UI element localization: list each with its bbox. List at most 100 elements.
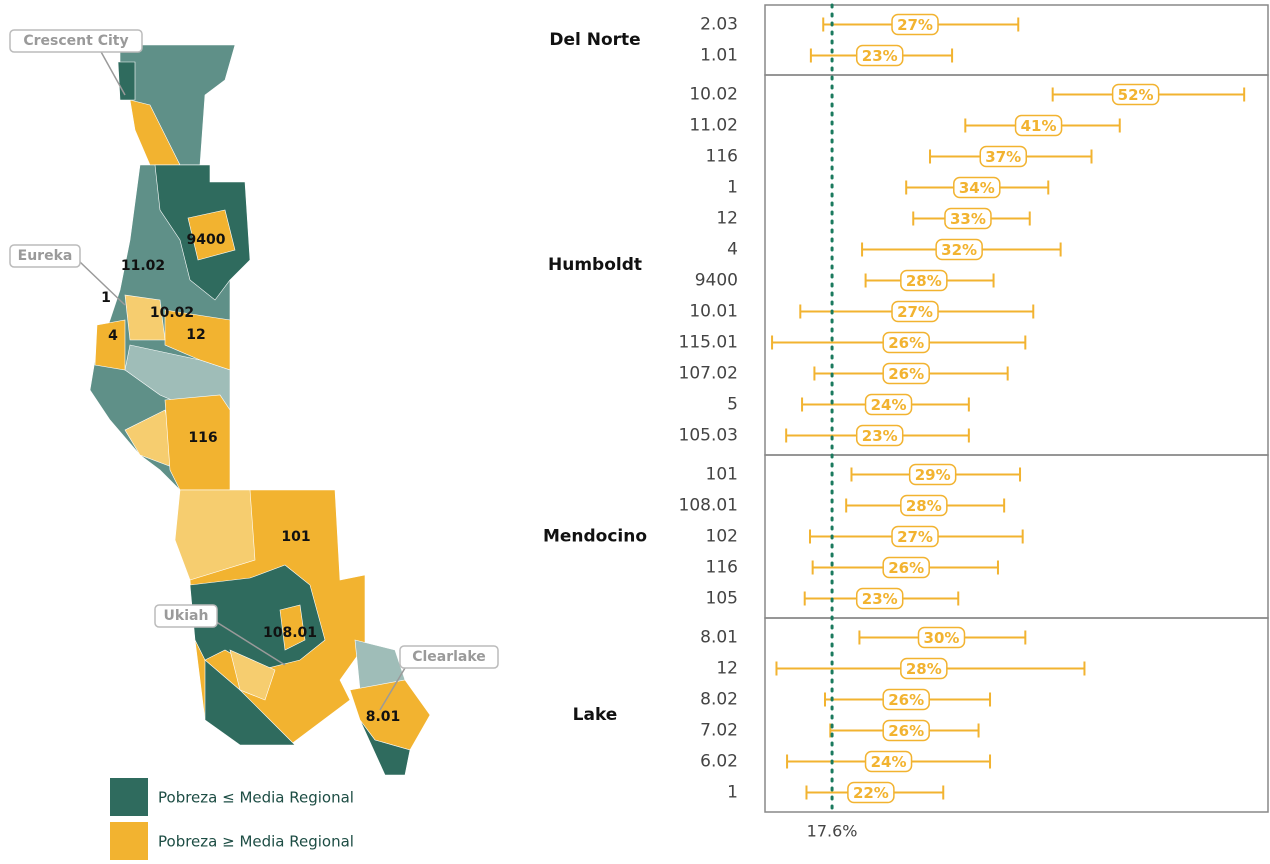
region	[359, 719, 411, 776]
group-label: Mendocino	[543, 527, 647, 547]
legend-label: Pobreza ≤ Media Regional	[158, 789, 354, 807]
point	[882, 719, 930, 742]
value-label: 26%	[888, 365, 924, 383]
region	[279, 604, 306, 651]
region	[94, 319, 126, 371]
point	[855, 587, 904, 610]
legend: Pobreza ≤ Media Regional Pobreza ≥ Media…	[110, 778, 354, 860]
row-label: 10.02	[689, 85, 738, 105]
row-label: 8.02	[700, 690, 738, 710]
row-label: 7.02	[700, 721, 738, 741]
callout-line	[99, 49, 126, 96]
row-label: 1	[727, 178, 738, 198]
tract-label: 1	[101, 290, 111, 306]
row-label: 6.02	[700, 752, 738, 772]
tract-label: 116	[188, 430, 217, 446]
value-label: 41%	[1021, 117, 1057, 135]
point	[935, 238, 983, 261]
region	[117, 61, 136, 101]
place-box	[154, 604, 218, 628]
point	[855, 44, 904, 67]
place-box	[9, 244, 81, 268]
value-label: 32%	[941, 241, 977, 259]
value-label: 26%	[888, 691, 924, 709]
row-label: 116	[706, 558, 738, 578]
point	[953, 176, 1001, 199]
value-label: 27%	[897, 303, 933, 321]
row-label: 108.01	[679, 496, 738, 516]
row-label: 2.03	[700, 15, 738, 35]
value-label: 52%	[1118, 86, 1154, 104]
legend-swatch	[110, 778, 148, 816]
region	[124, 294, 166, 341]
tract-label: 9400	[187, 232, 226, 248]
tract-label: 10.02	[150, 305, 194, 321]
value-label: 26%	[888, 334, 924, 352]
tract-label: 101	[281, 529, 310, 545]
value-label: 27%	[897, 16, 933, 34]
tract-label: 108.01	[263, 625, 317, 641]
row-label: 105.03	[679, 426, 738, 446]
point	[891, 300, 939, 323]
value-label: 23%	[862, 47, 898, 65]
place-label: Eureka	[18, 248, 73, 264]
chart: Del Norte 2.03 27% 1.01 23% Humboldt 10.02 52% 1…	[543, 3, 1269, 841]
point	[882, 688, 930, 711]
row-label: 11.02	[689, 116, 738, 136]
group-label: Humboldt	[548, 255, 642, 275]
point	[1111, 83, 1160, 106]
panel	[764, 4, 1269, 76]
callout-line	[379, 667, 406, 711]
region	[229, 649, 276, 701]
row-label: 115.01	[679, 333, 738, 353]
row-label: 10.01	[689, 302, 738, 322]
row-label: 107.02	[679, 364, 738, 384]
tract-label: 8.01	[366, 709, 401, 725]
value-label: 29%	[915, 466, 951, 484]
value-label: 28%	[906, 660, 942, 678]
row-label: 12	[716, 659, 738, 679]
region	[174, 489, 256, 581]
point	[900, 657, 948, 680]
row-label: 12	[716, 209, 738, 229]
value-label: 23%	[862, 427, 898, 445]
reference-label: 17.6%	[807, 822, 858, 841]
panel	[764, 617, 1269, 813]
row-label: 105	[706, 589, 738, 609]
point	[891, 525, 939, 548]
point	[847, 781, 895, 804]
group-label: Lake	[573, 705, 618, 725]
value-label: 27%	[897, 528, 933, 546]
value-label: 30%	[924, 629, 960, 647]
place-box	[9, 29, 143, 53]
callout-line	[79, 261, 126, 306]
value-label: 24%	[871, 396, 907, 414]
value-label: 22%	[853, 784, 889, 802]
row-label: 102	[706, 527, 738, 547]
row-label: 8.01	[700, 628, 738, 648]
row-label: 101	[706, 465, 738, 485]
place-label: Clearlake	[412, 649, 486, 665]
place-label: Ukiah	[164, 608, 209, 624]
legend-label: Pobreza ≥ Media Regional	[158, 833, 354, 851]
legend-swatch	[110, 822, 148, 860]
point	[882, 362, 930, 385]
value-label: 28%	[906, 497, 942, 515]
value-label: 28%	[906, 272, 942, 290]
point	[979, 145, 1028, 168]
point	[864, 393, 913, 416]
tract-label: 11.02	[121, 258, 165, 274]
point	[864, 750, 913, 773]
place-label: Crescent City	[23, 33, 128, 49]
point	[1014, 114, 1063, 137]
row-label: 4	[727, 240, 738, 260]
value-label: 37%	[985, 148, 1021, 166]
tract-label: 12	[186, 327, 205, 343]
callouts	[79, 49, 406, 711]
map: Crescent City Eureka Ukiah Clearlake 940…	[9, 29, 499, 776]
point	[900, 494, 948, 517]
row-label: 9400	[695, 271, 738, 291]
callout-line	[209, 617, 286, 666]
group-label: Del Norte	[549, 30, 640, 50]
